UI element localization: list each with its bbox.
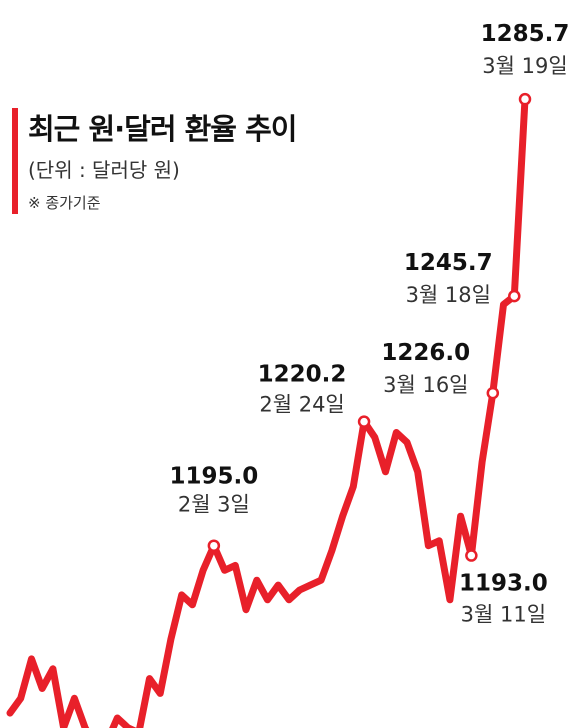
data-label-date: 3월 19일 <box>482 54 567 78</box>
basis-note: ※ 종가기준 <box>28 194 101 212</box>
data-label-value: 1193.0 <box>459 571 548 597</box>
data-point-marker <box>486 386 500 400</box>
title-accent-bar <box>12 108 18 214</box>
data-label-date: 3월 16일 <box>383 373 468 397</box>
data-point-marker <box>465 549 478 562</box>
data-label-value: 1220.2 <box>258 362 347 388</box>
data-label-value: 1245.7 <box>404 250 493 276</box>
data-point-marker <box>207 539 221 552</box>
exchange-rate-series-line <box>6 95 529 728</box>
data-label-date: 2월 3일 <box>178 493 250 517</box>
unit-label: (단위 : 달러당 원) <box>28 158 180 182</box>
data-label-date: 2월 24일 <box>259 393 344 417</box>
data-label-value: 1285.7 <box>481 21 570 47</box>
data-label-value: 1226.0 <box>381 340 470 366</box>
data-point-marker <box>508 289 521 303</box>
data-label-value: 1195.0 <box>169 464 258 490</box>
data-label-date: 3월 11일 <box>461 603 546 627</box>
data-label-date: 3월 18일 <box>406 283 491 307</box>
data-point-marker <box>518 92 532 106</box>
data-point-marker <box>357 415 371 428</box>
chart-title: 최근 원·달러 환율 추이 <box>28 112 297 146</box>
